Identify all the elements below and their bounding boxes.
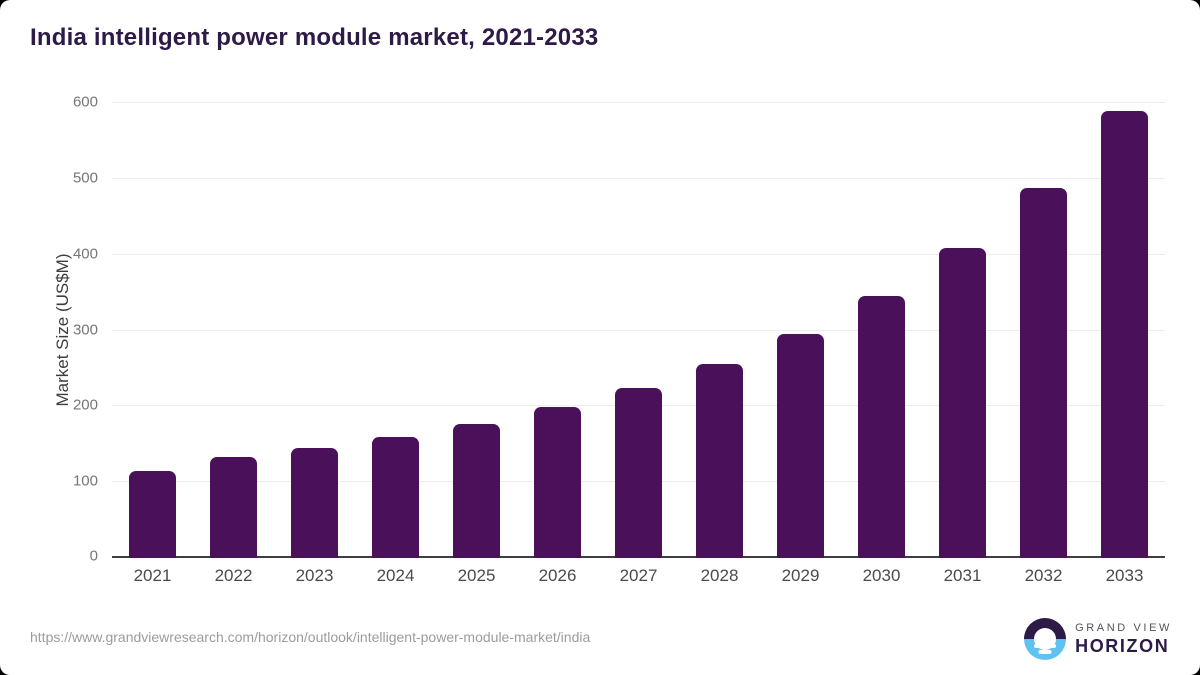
bar-2032[interactable] [1020,187,1067,558]
y-tick-label-600: 600 [72,93,98,111]
logo-reflection-bar-2 [1038,650,1052,654]
x-tick-label-2029: 2029 [781,566,820,585]
gridline-300: 300 [73,321,1165,338]
x-tick-label-2023: 2023 [295,566,334,585]
bar-slot-2024 [355,103,436,558]
plot-area: 0 100 200 300 400 500 600 [73,94,1165,565]
x-axis-labels: 2021 2022 2023 2024 2025 2026 2027 2028 2029 2030… [112,566,1165,586]
bar-slot-2027 [598,103,679,558]
bar-2027[interactable] [615,388,662,558]
bar-slot-2030 [841,103,922,558]
x-tick-label-2031: 2031 [943,566,982,585]
bar-2031[interactable] [939,247,986,558]
y-axis-title: Market Size (US$M) [53,253,72,407]
horizon-sun-logo-icon [1024,618,1067,660]
gridline-600: 600 [73,94,1165,111]
bar-slot-2033 [1084,103,1165,558]
bar-slot-2025 [436,103,517,558]
logo-brand-line: GRAND VIEW [1075,621,1172,634]
source-url: https://www.grandviewresearch.com/horizo… [30,629,591,645]
x-tick-label-2022: 2022 [214,566,253,585]
bar-2033[interactable] [1101,110,1148,558]
bar-2025[interactable] [453,423,500,558]
bar-slot-2023 [274,103,355,558]
x-tick-label-2033: 2033 [1105,566,1144,585]
y-tick-label-500: 500 [72,169,98,187]
bar-2029[interactable] [777,333,824,558]
bar-slot-2028 [679,103,760,558]
bar-slot-2022 [193,103,274,558]
bar-2023[interactable] [291,448,338,558]
bar-2021[interactable] [129,470,176,558]
x-tick-label-2027: 2027 [619,566,658,585]
logo-text: GRAND VIEW HORIZON [1075,622,1172,657]
gridline-400: 400 [73,245,1165,262]
x-tick-label-2026: 2026 [538,566,577,585]
x-tick-label-2028: 2028 [700,566,739,585]
bars-layer [112,103,1165,558]
bar-2030[interactable] [858,296,905,558]
bar-slot-2021 [112,103,193,558]
gridline-500: 500 [73,169,1165,186]
bar-2026[interactable] [534,407,581,558]
logo-product-line: HORIZON [1075,635,1170,656]
y-tick-label-400: 400 [72,245,98,263]
y-tick-label-100: 100 [72,472,98,490]
logo-reflection-bar-1 [1034,644,1057,648]
y-tick-label-200: 200 [72,396,98,414]
bar-2022[interactable] [210,457,257,558]
bar-2024[interactable] [372,437,419,558]
x-tick-label-2025: 2025 [457,566,496,585]
bar-slot-2029 [760,103,841,558]
y-tick-label-300: 300 [72,321,98,338]
x-tick-label-2021: 2021 [133,566,172,585]
chart-title: India intelligent power module market, 2… [30,24,599,51]
bar-slot-2031 [922,103,1003,558]
x-tick-label-2032: 2032 [1024,566,1063,585]
bar-slot-2026 [517,103,598,558]
grandview-horizon-logo: GRAND VIEW HORIZON [1024,618,1172,660]
bar-2028[interactable] [696,363,743,558]
x-tick-label-2024: 2024 [376,566,415,585]
bar-slot-2032 [1003,103,1084,558]
x-tick-label-2030: 2030 [862,566,901,585]
y-tick-label-0: 0 [89,547,98,565]
